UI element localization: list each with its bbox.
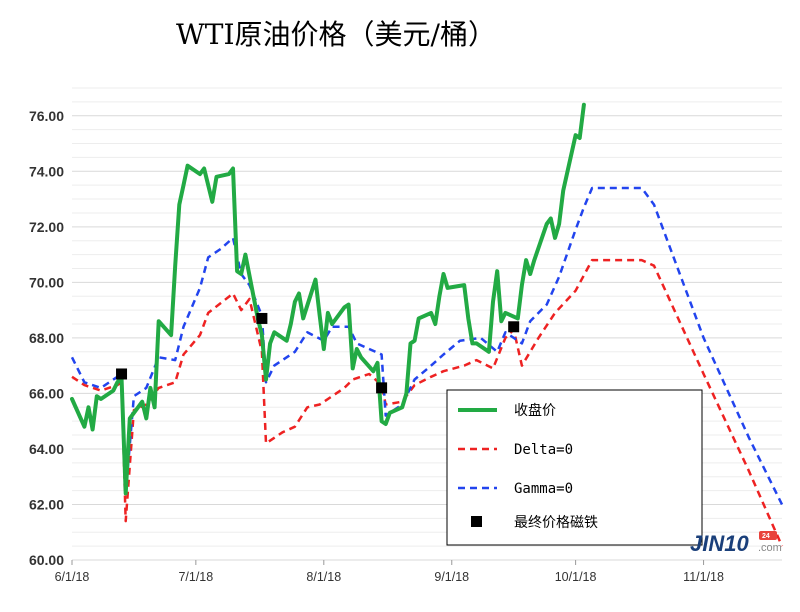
- y-tick-label: 72.00: [29, 219, 64, 235]
- magnet-marker: [116, 368, 128, 380]
- series-layer: [70, 102, 784, 547]
- watermark-badge: [759, 531, 777, 540]
- magnet-marker: [508, 321, 520, 333]
- x-tick-label: 11/1/18: [683, 570, 724, 584]
- legend: 收盘价 Delta=0 Gamma=0 最终价格磁铁: [446, 389, 703, 546]
- y-tick-label: 74.00: [29, 163, 64, 179]
- legend-label-delta: Delta=0: [514, 442, 573, 458]
- y-tick-label: 68.00: [29, 330, 64, 346]
- watermark-suffix: .com: [758, 542, 782, 554]
- y-axis-ticks: 60.00 62.00 64.00 66.00 68.00 70.00 72.00 74.00…: [29, 108, 64, 568]
- y-tick-label: 62.00: [29, 496, 64, 512]
- watermark-text: JIN10: [690, 531, 749, 556]
- y-tick-label: 64.00: [29, 441, 64, 457]
- watermark-logo: JIN10 .com 24: [690, 531, 782, 556]
- y-tick-label: 76.00: [29, 108, 64, 124]
- chart-title: WTI原油价格（美元/桶）: [176, 18, 496, 51]
- legend-swatch-magnet: [471, 516, 482, 527]
- watermark-badge-text: 24: [762, 533, 770, 540]
- x-tick-label: 7/1/18: [178, 570, 213, 584]
- x-tick-label: 9/1/18: [434, 570, 469, 584]
- x-tick-label: 6/1/18: [55, 570, 90, 584]
- series-line-close: [70, 102, 586, 496]
- y-tick-label: 66.00: [29, 385, 64, 401]
- x-tick-label: 8/1/18: [306, 570, 341, 584]
- x-tick-label: 10/1/18: [555, 570, 597, 584]
- grid-lines: [72, 87, 782, 561]
- magnet-marker: [256, 312, 268, 324]
- legend-label-magnet: 最终价格磁铁: [514, 515, 598, 531]
- legend-label-close: 收盘价: [514, 402, 556, 419]
- x-axis-ticks: 6/1/18 7/1/18 8/1/18 9/1/18 10/1/18 11/1/18: [55, 560, 724, 584]
- legend-label-gamma: Gamma=0: [514, 481, 573, 497]
- y-tick-label: 60.00: [29, 552, 64, 568]
- magnet-marker: [376, 382, 388, 394]
- y-tick-label: 70.00: [29, 274, 64, 290]
- legend-frame: [446, 389, 703, 546]
